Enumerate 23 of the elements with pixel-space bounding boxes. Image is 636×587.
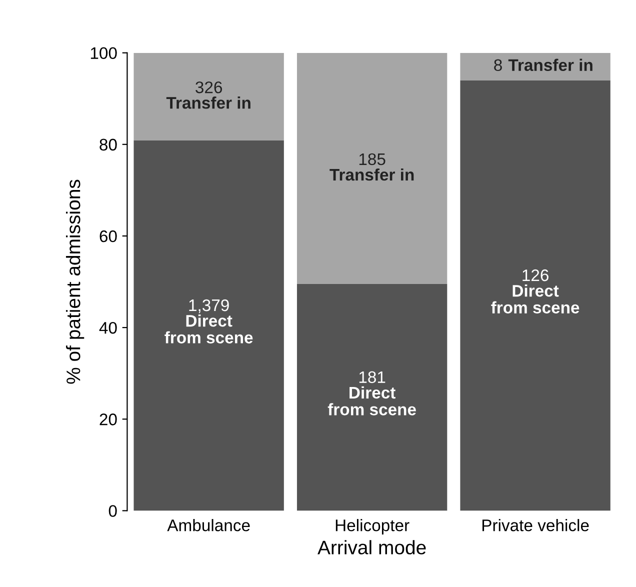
y-tick-label: 80 <box>100 138 117 151</box>
x-tick-label: Ambulance <box>167 519 250 532</box>
x-tick-label: Private vehicle <box>482 519 589 532</box>
annotation: 8 Transfer in <box>494 58 592 72</box>
bar <box>134 140 284 511</box>
x-tick-label: Helicopter <box>336 519 410 535</box>
y-tick-label: 60 <box>100 230 117 242</box>
y-tick-label: 100 <box>90 47 117 60</box>
y-axis-title: % of patient admissions <box>66 180 84 384</box>
annotation: 185 Transfer in <box>330 153 414 181</box>
y-tick-label: 40 <box>99 322 117 334</box>
x-axis-title: Arrival mode <box>318 540 426 554</box>
annotation: 181 Direct from scene <box>328 371 416 416</box>
bar <box>460 52 610 80</box>
bar <box>460 80 610 511</box>
bar <box>296 52 448 284</box>
annotation: 1,379 Direct from scene <box>164 299 253 344</box>
bar <box>134 52 284 140</box>
y-tick-label: 0 <box>108 505 117 517</box>
bar <box>296 284 448 511</box>
y-tick-label: 20 <box>100 414 117 426</box>
annotation: 326 Transfer in <box>166 81 250 109</box>
annotation: 126 Direct from scene <box>491 269 580 314</box>
